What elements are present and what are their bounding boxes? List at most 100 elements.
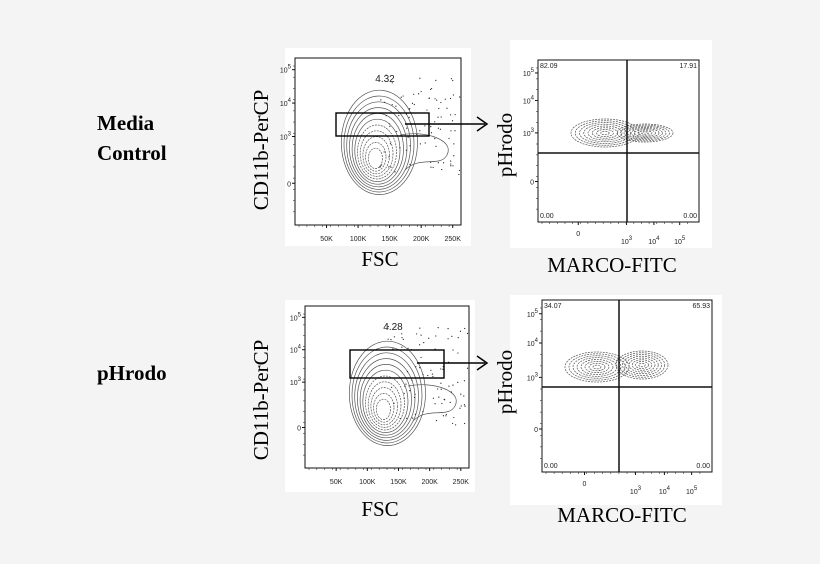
event-dot [450,160,452,162]
tick-exponent: 5 [298,312,302,318]
contour-line [407,384,457,422]
event-dot [440,388,442,390]
quadrant-upper-right-value: 17.91 [679,63,697,70]
tick-exponent: 4 [656,236,660,242]
tick-exponent: 5 [288,65,292,71]
y-tick-label: 104 [527,338,539,348]
event-dot [393,402,395,404]
event-dot [424,125,426,127]
y-tick-label: 103 [527,372,539,382]
contour-line [572,355,622,379]
contour-line [630,128,660,138]
contour-line [568,353,626,381]
event-dot [458,173,460,176]
event-dot [414,413,417,415]
contour-line [365,142,387,172]
event-dot [419,344,421,346]
event-dot [451,335,453,338]
event-dot [434,137,436,140]
event-dot [449,97,452,100]
plot-panel [510,295,722,505]
event-dot [430,132,433,134]
y-tick-label: 104 [523,96,535,106]
event-dot [393,336,396,338]
event-dot [460,393,462,395]
event-dot [399,147,401,149]
event-dot [442,162,445,164]
contour-line [354,352,419,441]
x-axis-label: MARCO-FITC [547,253,677,277]
x-tick-label: 200K [413,236,430,243]
gate-rectangle [349,349,445,379]
event-dot [387,326,389,328]
event-dot [413,93,415,95]
event-dot [389,125,391,127]
event-dot [452,79,454,82]
event-dot [413,396,416,399]
event-dot [435,79,437,81]
contour-line [637,130,653,136]
contour-line [616,123,674,143]
event-dot [419,143,421,145]
event-dot [450,391,452,393]
event-dot [450,163,452,165]
x-tick-label: 104 [648,236,660,246]
contour-line [628,357,656,373]
event-dot [449,114,452,116]
event-dot [463,395,465,397]
event-dot [440,116,442,118]
event-dot [432,376,434,378]
x-tick-label: 100K [350,236,367,243]
event-dot [450,130,452,132]
event-dot [394,326,396,328]
event-dot [390,338,392,341]
event-dot [419,327,421,329]
arrow-head-icon [476,116,489,132]
y-axis-label: CD11b-PerCP [249,90,273,211]
event-dot [388,123,391,125]
x-axis-label: MARCO-FITC [557,503,687,527]
tick-exponent: 3 [629,236,633,242]
event-dot [440,368,442,370]
event-dot [403,397,405,399]
event-dot [405,383,407,385]
quadrant-upper-left-value: 82.09 [540,63,558,70]
quadrant-upper-right-value: 65.93 [692,303,710,310]
event-dot [457,381,459,383]
contour-line [357,124,397,180]
event-dot [383,151,385,153]
event-dot [388,166,390,168]
event-dot [417,93,420,95]
event-dot [444,98,446,100]
contour-line [579,122,631,144]
event-dot [405,113,408,115]
quadrant-lower-left-value: 0.00 [540,213,554,220]
event-dot [390,166,392,168]
contour-line [564,351,630,383]
event-dot [406,127,408,129]
x-tick-label: 250K [453,479,470,486]
event-dot [441,168,443,171]
x-tick-label: 105 [674,236,686,246]
event-dot [423,342,425,344]
event-dot [453,155,455,157]
contour-line [638,362,646,368]
event-dot [441,402,443,405]
event-dot [385,74,387,76]
event-dot [427,374,429,377]
contour-line [587,125,623,141]
event-dot [442,368,444,371]
contour-line [340,89,418,195]
event-dot [385,115,387,117]
x-tick-label: 104 [659,486,671,496]
event-dot [420,356,422,359]
tick-exponent: 4 [298,345,302,351]
event-dot [381,164,383,166]
gate-percentage: 4.32 [375,74,395,85]
contour-line [634,129,656,137]
y-tick-label: 103 [290,377,302,387]
event-dot [434,98,436,100]
y-axis-label: CD11b-PerCP [249,340,273,461]
event-dot [430,369,432,371]
